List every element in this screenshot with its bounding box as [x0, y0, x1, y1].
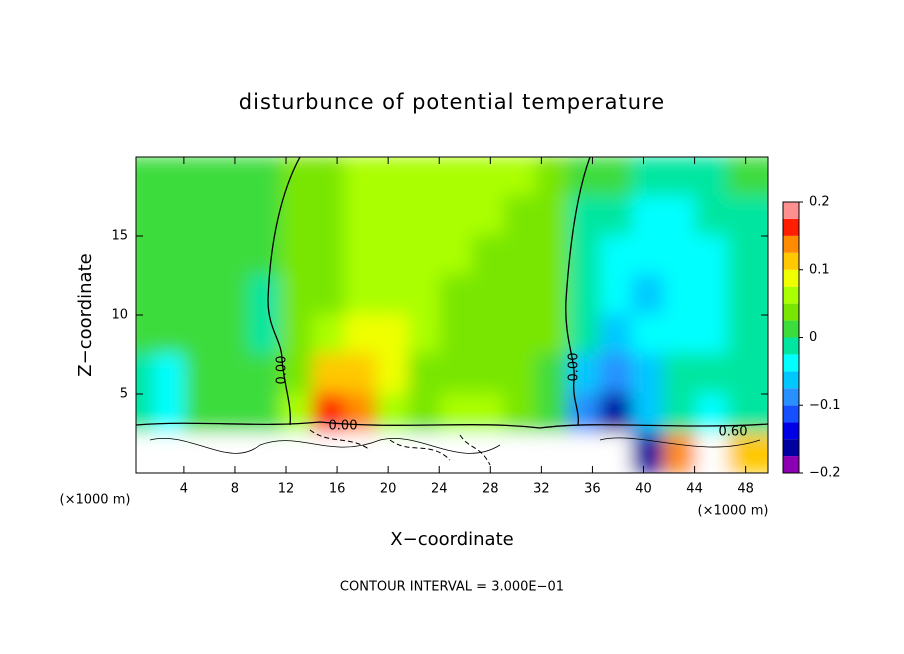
- y-tick-label: 15: [111, 229, 128, 244]
- colorbar-band: [783, 269, 799, 287]
- contour-label: 0.00: [329, 419, 358, 434]
- contour-label: 0.00: [275, 356, 290, 385]
- contour-lines: [136, 157, 768, 466]
- x-tick-label: 40: [635, 482, 652, 497]
- colorbar-band: [783, 405, 799, 423]
- contour-label: 0.60: [719, 425, 748, 440]
- x-tick-label: 16: [329, 482, 346, 497]
- field-layer: [136, 157, 768, 473]
- x-axis-label: X−coordinate: [390, 529, 513, 550]
- x-tick-label: 24: [431, 482, 448, 497]
- x-tick-label: 20: [380, 482, 397, 497]
- colorbar-band: [783, 371, 799, 389]
- field-cell: [727, 314, 768, 356]
- colorbar-band: [783, 422, 799, 440]
- colorbar-band: [783, 439, 799, 457]
- x-tick-label: 36: [584, 482, 601, 497]
- colorbar-tick-label: −0.2: [809, 466, 841, 481]
- field-cells: [136, 157, 768, 473]
- colorbar-band: [783, 303, 799, 321]
- colorbar-band: [783, 218, 799, 236]
- x-unit-label: (×1000 m): [698, 504, 769, 519]
- x-tick-label: 12: [278, 482, 295, 497]
- surface-contour: [149, 437, 761, 454]
- colorbar-band: [783, 320, 799, 338]
- field-cell: [727, 353, 768, 395]
- field-cell: [727, 235, 768, 277]
- x-tick-label: 28: [482, 482, 499, 497]
- x-tick-label: 32: [533, 482, 550, 497]
- colorbar-tick-label: 0.2: [809, 195, 830, 210]
- zero-contour: [565, 157, 591, 426]
- x-tick-label: 8: [231, 482, 239, 497]
- colorbar-band: [783, 286, 799, 304]
- zero-contour: [267, 157, 301, 426]
- surface-contour: [136, 421, 768, 429]
- x-tick-label: 4: [180, 482, 188, 497]
- y-axis-label: Z−coordinate: [75, 253, 96, 376]
- y-tick-label: 10: [111, 308, 128, 323]
- field-cell: [727, 274, 768, 316]
- contour-label: 0.00: [567, 353, 582, 382]
- x-tick-label: 48: [737, 482, 754, 497]
- colorbar-tick-label: −0.1: [809, 398, 841, 413]
- x-tick-label: 44: [686, 482, 703, 497]
- colorbar-band: [783, 337, 799, 355]
- field-cell: [727, 432, 768, 473]
- colorbar-band: [783, 202, 799, 219]
- colorbar-band: [783, 235, 799, 253]
- field-cell: [727, 393, 768, 435]
- colorbar-tick-label: 0: [809, 330, 817, 345]
- dashed-contour: [309, 429, 491, 466]
- colorbar-tick-label: 0.1: [809, 262, 830, 277]
- colorbar-band: [783, 252, 799, 270]
- footnote: CONTOUR INTERVAL = 3.000E−01: [340, 580, 564, 595]
- colorbar-band: [783, 354, 799, 372]
- chart-title: disturbunce of potential temperature: [239, 90, 665, 114]
- colorbar-band: [783, 456, 799, 473]
- field-cell: [727, 195, 768, 237]
- y-tick-label: 5: [120, 387, 128, 402]
- field-cell: [727, 157, 768, 198]
- colorbar-band: [783, 388, 799, 406]
- x-unit-label: (×1000 m): [60, 493, 131, 508]
